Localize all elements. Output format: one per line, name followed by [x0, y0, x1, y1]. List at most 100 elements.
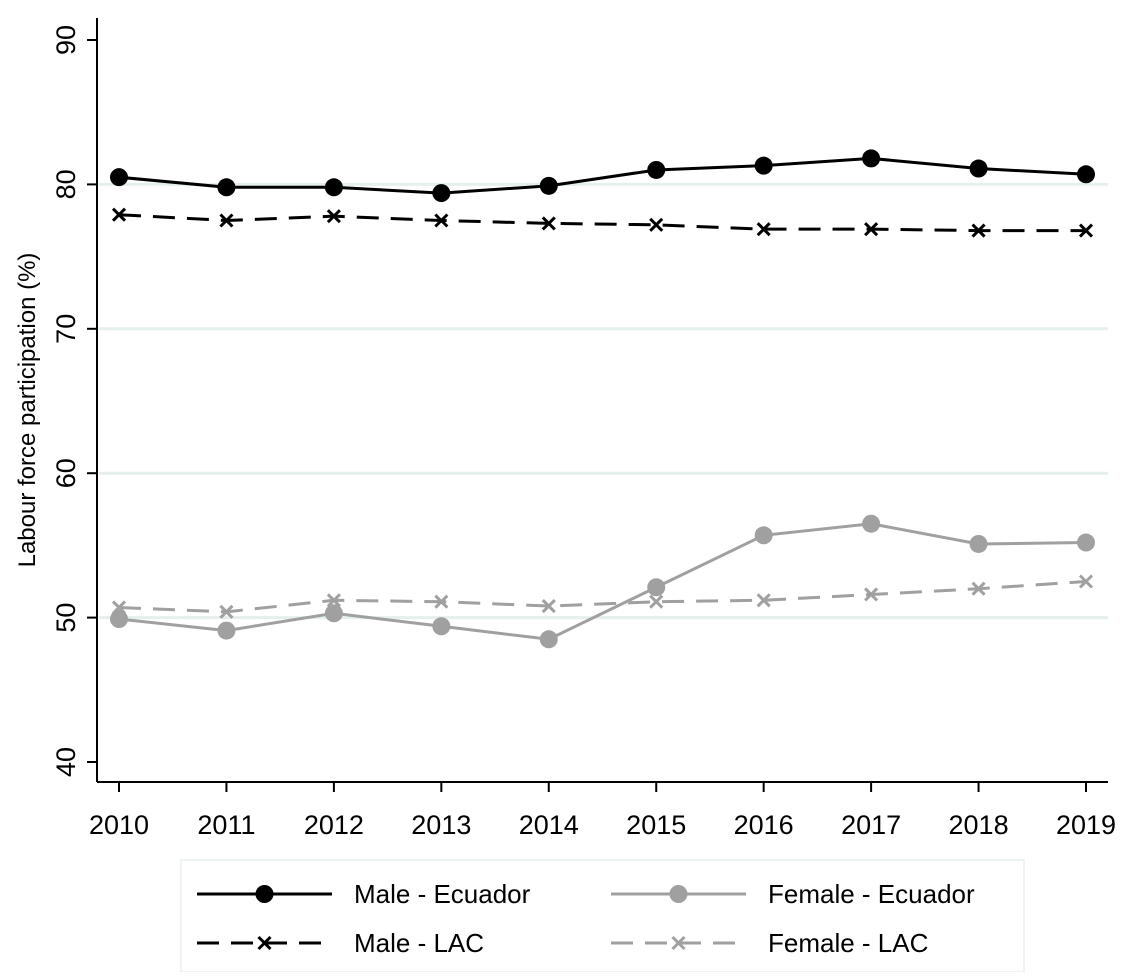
data-point-female-ecuador — [647, 578, 666, 597]
data-point-male-lac-stroke-b — [649, 217, 664, 232]
data-point-male-lac — [756, 222, 771, 237]
x-tick-label: 2010 — [89, 810, 149, 840]
y-tick-label: 70 — [51, 314, 81, 344]
data-point-female-lac — [756, 593, 771, 608]
data-point-female-lac — [434, 594, 449, 609]
data-point-male-lac — [434, 213, 449, 228]
data-point-male-lac-stroke-b — [864, 222, 879, 237]
data-point-female-lac — [326, 593, 341, 608]
data-point-male-lac-stroke-b — [971, 223, 986, 238]
legend-item-male-lac: Male - LAC — [197, 928, 484, 958]
data-point-male-ecuador — [539, 176, 558, 195]
data-point-male-ecuador — [432, 184, 451, 203]
data-point-male-lac — [219, 213, 234, 228]
data-point-male-ecuador — [324, 178, 343, 197]
axes — [96, 18, 1108, 783]
data-point-female-lac — [541, 598, 556, 614]
data-point-male-ecuador — [862, 149, 881, 168]
data-point-male-lac-stroke-b — [326, 209, 341, 224]
data-point-male-lac — [111, 207, 127, 222]
data-point-male-ecuador — [110, 168, 128, 187]
y-tick-label: 50 — [51, 603, 81, 633]
legend-marker-female-lac-stroke-b — [671, 935, 686, 951]
data-point-male-lac — [541, 216, 556, 231]
data-point-male-lac — [864, 222, 879, 237]
data-point-female-lac — [219, 604, 234, 619]
data-point-female-lac-stroke-b — [434, 594, 449, 609]
legend-item-male-ecuador: Male - Ecuador — [197, 879, 531, 909]
x-tick-label: 2017 — [841, 810, 901, 840]
data-point-male-lac — [1078, 223, 1094, 238]
data-point-male-lac-stroke-b — [756, 222, 771, 237]
legend-marker-male-ecuador — [255, 885, 274, 903]
legend-item-female-ecuador: Female - Ecuador — [611, 879, 975, 909]
data-point-female-ecuador — [324, 604, 343, 623]
data-point-male-ecuador — [754, 156, 773, 175]
data-point-female-lac — [1078, 574, 1094, 589]
series-line-female-ecuador — [118, 522, 1087, 641]
data-point-female-ecuador — [1077, 533, 1095, 552]
y-tick-label: 40 — [51, 747, 81, 777]
data-point-male-ecuador — [969, 159, 988, 178]
legend: Male - Ecuador Female - Ecuador Male - LAC… — [180, 859, 1025, 973]
data-point-female-ecuador — [432, 617, 451, 636]
legend-box — [180, 859, 1025, 973]
data-point-male-ecuador — [217, 178, 236, 197]
data-point-female-ecuador — [862, 514, 881, 533]
data-point-male-lac — [649, 217, 664, 232]
series-male-ecuador — [110, 149, 1095, 203]
data-point-female-lac-stroke-b — [1078, 574, 1094, 589]
series-line-male-ecuador — [118, 156, 1087, 195]
data-point-female-lac-stroke-b — [111, 600, 127, 615]
legend-marker-female-ecuador — [669, 885, 688, 903]
data-point-female-ecuador — [969, 534, 988, 553]
data-point-female-lac-stroke-b — [756, 593, 771, 608]
y-axis-title: Labour force participation (%) — [14, 253, 41, 568]
legend-label: Female - Ecuador — [768, 879, 975, 909]
series-line-female-lac — [118, 580, 1087, 614]
series-female-lac — [111, 574, 1094, 619]
data-point-female-lac — [864, 587, 879, 602]
data-point-female-lac-stroke-b — [649, 594, 664, 609]
data-point-female-lac-stroke-b — [326, 593, 341, 608]
y-tick-label: 90 — [51, 25, 81, 55]
y-tick-label: 80 — [51, 169, 81, 199]
data-point-male-lac — [971, 223, 986, 238]
data-point-female-ecuador — [217, 621, 236, 640]
x-tick-label: 2018 — [949, 810, 1009, 840]
gridlines — [99, 182, 1108, 620]
ticks: 40 50 60 70 80 90 2010 2011 2012 2013 2014 2015 2016… — [51, 25, 1116, 840]
data-point-female-lac — [111, 600, 127, 615]
data-point-male-lac-stroke-b — [541, 216, 556, 231]
data-point-female-lac — [649, 594, 664, 609]
data-point-male-lac-stroke-b — [434, 213, 449, 228]
legend-marker-female-lac — [671, 935, 686, 951]
data-point-female-lac-stroke-b — [541, 598, 556, 614]
legend-label: Female - LAC — [768, 928, 928, 958]
data-point-male-lac-stroke-b — [111, 207, 127, 222]
data-point-female-ecuador — [754, 526, 773, 545]
legend-label: Male - LAC — [354, 928, 484, 958]
x-tick-label: 2014 — [519, 810, 579, 840]
data-point-male-lac-stroke-b — [219, 213, 234, 228]
data-point-female-lac-stroke-b — [219, 604, 234, 619]
x-tick-label: 2012 — [304, 810, 364, 840]
data-point-female-ecuador — [110, 610, 128, 629]
x-tick-label: 2016 — [734, 810, 794, 840]
x-tick-label: 2015 — [626, 810, 686, 840]
series — [110, 149, 1095, 649]
legend-label: Male - Ecuador — [354, 879, 531, 909]
x-tick-label: 2011 — [197, 810, 255, 840]
legend-marker-male-lac — [257, 935, 272, 951]
x-tick-label: 2019 — [1056, 810, 1116, 840]
data-point-male-lac — [326, 209, 341, 224]
data-point-male-lac-stroke-b — [1078, 223, 1094, 238]
series-female-ecuador — [110, 514, 1095, 649]
series-line-male-lac — [118, 213, 1086, 233]
x-tick-label: 2013 — [411, 810, 471, 840]
data-point-female-lac — [971, 581, 986, 596]
data-point-male-ecuador — [1077, 165, 1095, 184]
legend-marker-male-lac-stroke-b — [257, 935, 272, 951]
